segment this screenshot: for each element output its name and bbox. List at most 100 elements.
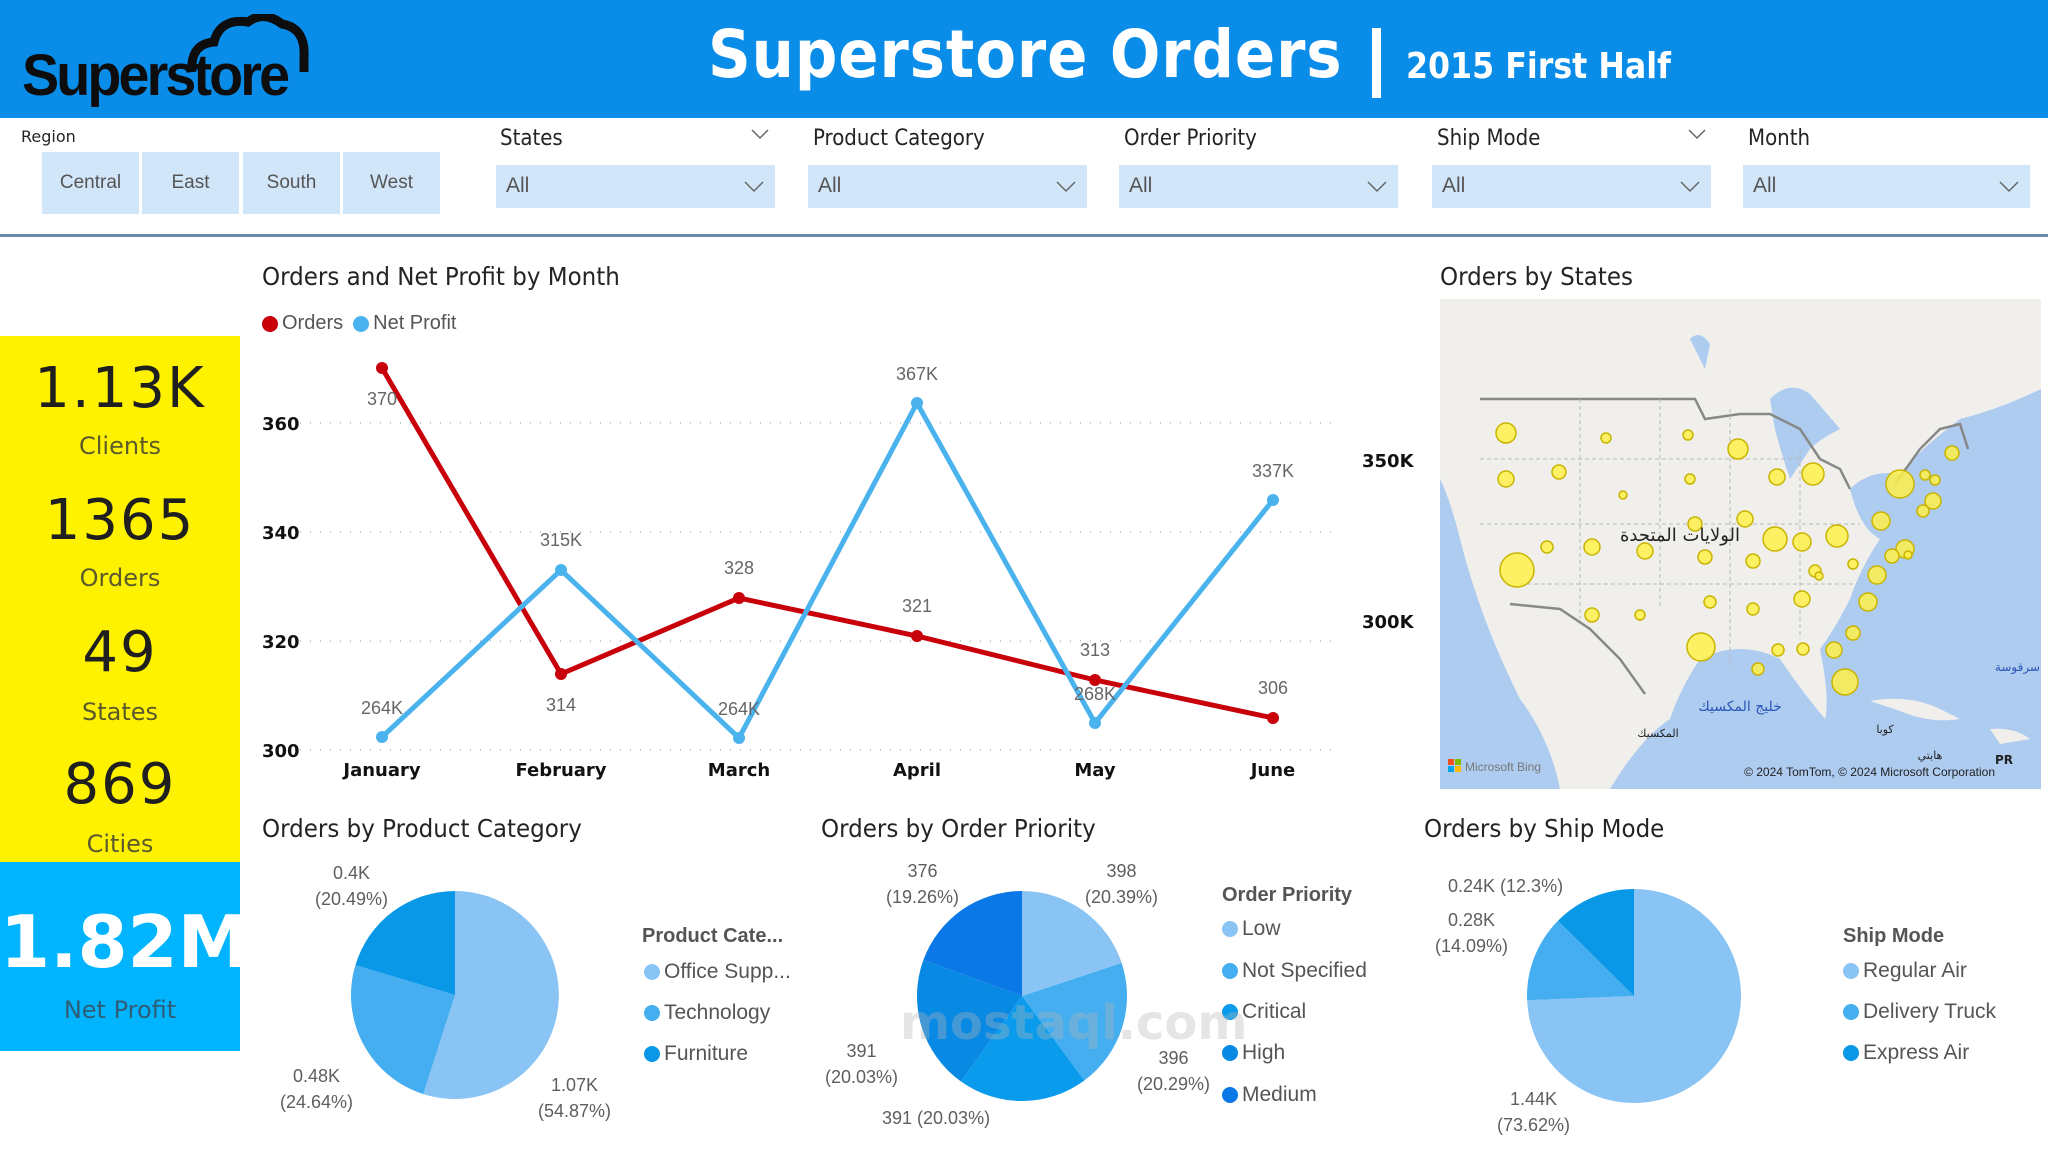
net-profit-line[interactable]	[380, 397, 1275, 743]
states-dropdown-value: All	[506, 174, 530, 197]
svg-text:314: 314	[546, 695, 576, 715]
pie-slice-medium[interactable]	[923, 891, 1022, 996]
order-priority-slicer-title: Order Priority	[1124, 126, 1257, 151]
legend-office-supplies[interactable]: Office Supp...	[644, 960, 791, 984]
bing-attribution: Microsoft Bing	[1465, 760, 1541, 774]
chevron-down-icon	[1999, 181, 2019, 193]
month-dropdown[interactable]: All	[1743, 165, 2030, 208]
ship-mode-pie[interactable]	[1527, 888, 1741, 1104]
map-copyright: © 2024 TomTom, © 2024 Microsoft Corporat…	[1744, 765, 1995, 779]
region-button-west[interactable]: West	[343, 152, 440, 214]
states-dropdown[interactable]: All	[496, 165, 775, 208]
pie-label: 376 (19.26%)	[886, 861, 960, 907]
svg-text:June: June	[1249, 760, 1296, 781]
legend-regular-air[interactable]: Regular Air	[1843, 959, 1967, 983]
left-axis: 360 340 320 300	[262, 414, 300, 762]
net-profit-points[interactable]	[376, 397, 1279, 744]
legend-low[interactable]: Low	[1222, 917, 1281, 941]
data-labels: 370 314 328 321 313 306 264K 315K 264K 3…	[361, 364, 1294, 719]
pie-label: 398 (20.39%)	[1085, 861, 1159, 907]
kpi-panel: 1.13K Clients 1365 Orders 49 States 869 …	[0, 336, 240, 863]
month-slicer-title: Month	[1748, 126, 1811, 151]
map-pr-label: PR	[1995, 753, 2013, 767]
map-canvas[interactable]: الولايات المتحدة خليج المكسيك المكسيك كو…	[1440, 299, 2041, 789]
pie-slice-not-specified[interactable]	[1022, 963, 1127, 1081]
filter-divider	[0, 234, 2048, 237]
legend-dot-icon	[644, 1046, 660, 1062]
svg-text:March: March	[708, 760, 770, 781]
product-category-dropdown-value: All	[818, 174, 842, 197]
chevron-down-icon[interactable]	[1687, 124, 1707, 144]
legend-high[interactable]: High	[1222, 1041, 1285, 1065]
orders-by-states-map[interactable]: الولايات المتحدة خليج المكسيك المكسيك كو…	[1440, 299, 2041, 789]
legend-orders[interactable]: Orders	[282, 312, 344, 334]
kpi-orders-label: Orders	[79, 564, 161, 592]
legend-medium[interactable]: Medium	[1222, 1083, 1317, 1107]
legend-not-specified[interactable]: Not Specified	[1222, 959, 1367, 983]
svg-text:321: 321	[902, 596, 932, 616]
legend-net-profit[interactable]: Net Profit	[373, 312, 457, 334]
product-category-dropdown[interactable]: All	[808, 165, 1087, 208]
chevron-down-icon[interactable]	[750, 124, 770, 144]
svg-text:328: 328	[724, 558, 754, 578]
ship-mode-slicer-title: Ship Mode	[1437, 126, 1541, 151]
map-gulf-label: خليج المكسيك	[1698, 699, 1782, 715]
svg-text:315K: 315K	[540, 530, 582, 550]
order-priority-pie-title: Orders by Order Priority	[821, 814, 1096, 843]
state-bubbles[interactable]	[1495, 422, 1960, 696]
legend-dot-icon	[1843, 963, 1859, 979]
y-tick: 360	[262, 414, 300, 435]
kpi-cities-label: Cities	[86, 830, 154, 858]
net-profit-card: 1.82M Net Profit	[0, 862, 250, 1051]
map-cuba-label: كوبا	[1876, 723, 1894, 736]
microsoft-logo-icon	[1448, 759, 1461, 772]
pie-slice-critical[interactable]	[961, 996, 1085, 1102]
ship-mode-dropdown[interactable]: All	[1432, 165, 1711, 208]
pie-label: 1.44K (73.62%)	[1497, 1089, 1571, 1135]
region-button-south[interactable]: South	[243, 152, 340, 214]
pie-slice-delivery-truck[interactable]	[1527, 920, 1634, 1001]
orders-net-profit-line-chart[interactable]: 360 340 320 300 350K 300K January Februa…	[250, 340, 1440, 800]
legend-express-air[interactable]: Express Air	[1843, 1041, 1969, 1065]
net-profit-label: Net Profit	[63, 996, 177, 1024]
ship-mode-dropdown-value: All	[1442, 174, 1466, 197]
region-label: Region	[21, 127, 76, 146]
legend-critical[interactable]: Critical	[1222, 1000, 1306, 1024]
pie-label: 391 (20.03%)	[882, 1108, 991, 1128]
chevron-down-icon	[744, 181, 764, 193]
chevron-down-icon	[1680, 181, 1700, 193]
product-category-legend-title: Product Cate...	[642, 925, 784, 947]
ship-mode-pie-title: Orders by Ship Mode	[1424, 814, 1665, 843]
pie-slice-office-supplies[interactable]	[423, 891, 559, 1099]
pie-slice-low[interactable]	[1022, 891, 1122, 996]
region-button-central[interactable]: Central	[42, 152, 139, 214]
legend-dot-icon	[1222, 1087, 1238, 1103]
ship-mode-legend-title: Ship Mode	[1843, 925, 1945, 947]
orders-points[interactable]	[376, 362, 1279, 724]
svg-text:337K: 337K	[1252, 461, 1294, 481]
legend-delivery-truck[interactable]: Delivery Truck	[1843, 1000, 1996, 1024]
product-category-pie[interactable]	[350, 890, 560, 1100]
grid-lines	[300, 422, 1340, 751]
region-button-east[interactable]: East	[142, 152, 239, 214]
pie-slice-regular-air[interactable]	[1527, 889, 1741, 1103]
order-priority-dropdown[interactable]: All	[1119, 165, 1398, 208]
legend-furniture[interactable]: Furniture	[644, 1042, 748, 1066]
pie-label: 0.48K (24.64%)	[280, 1066, 354, 1112]
pie-slice-high[interactable]	[917, 959, 1022, 1082]
legend-dot-icon	[1843, 1045, 1859, 1061]
watermark: mostaql.com	[900, 995, 1248, 1051]
pie-slice-technology[interactable]	[350, 965, 455, 1095]
y-tick: 300	[262, 741, 300, 762]
legend-technology[interactable]: Technology	[644, 1001, 770, 1025]
kpi-clients-value: 1.13K	[34, 356, 206, 421]
states-slicer-title: States	[500, 126, 563, 151]
net-profit-value: 1.82M	[0, 900, 250, 984]
x-axis: January February March April May June	[341, 760, 1295, 781]
pie-label: 391 (20.03%)	[825, 1041, 899, 1087]
pie-slice-express-air[interactable]	[1558, 889, 1634, 996]
pie-slice-furniture[interactable]	[355, 891, 455, 995]
legend-dot-icon	[1222, 921, 1238, 937]
y-right-tick: 300K	[1362, 612, 1415, 633]
order-priority-pie[interactable]	[917, 890, 1127, 1102]
